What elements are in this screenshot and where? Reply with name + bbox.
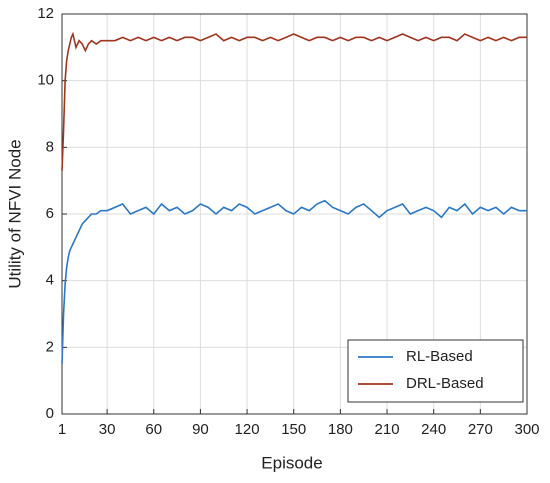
plot-frame: [61, 13, 528, 415]
legend-label: RL-Based: [406, 348, 473, 365]
x-tick-label: 210: [375, 421, 400, 438]
series-line: [61, 199, 527, 365]
y-tick-label: 6: [46, 205, 54, 222]
x-tick-label: 240: [421, 421, 446, 438]
y-tick-label: 8: [46, 138, 54, 155]
x-tick-label: 300: [514, 421, 539, 438]
legend-box: [347, 339, 524, 403]
x-tick-label: 150: [281, 421, 306, 438]
series-line: [61, 31, 527, 171]
x-tick-label: 180: [328, 421, 353, 438]
y-tick-label: 0: [46, 405, 54, 422]
y-axis-label: Utility of NFVI Node: [5, 139, 24, 288]
x-tick-label: 60: [145, 421, 162, 438]
y-tick-label: 2: [46, 338, 54, 355]
y-tick-label: 12: [37, 5, 54, 22]
legend-label: DRL-Based: [406, 375, 484, 392]
x-tick-label: 270: [468, 421, 493, 438]
y-tick-label: 4: [46, 272, 54, 289]
x-tick-label: 30: [99, 421, 116, 438]
x-tick-label: 90: [192, 421, 209, 438]
x-axis-label: Episode: [261, 453, 322, 472]
x-tick-label: 120: [235, 421, 260, 438]
x-tick-label: 1: [58, 421, 66, 438]
y-tick-label: 10: [37, 72, 54, 89]
